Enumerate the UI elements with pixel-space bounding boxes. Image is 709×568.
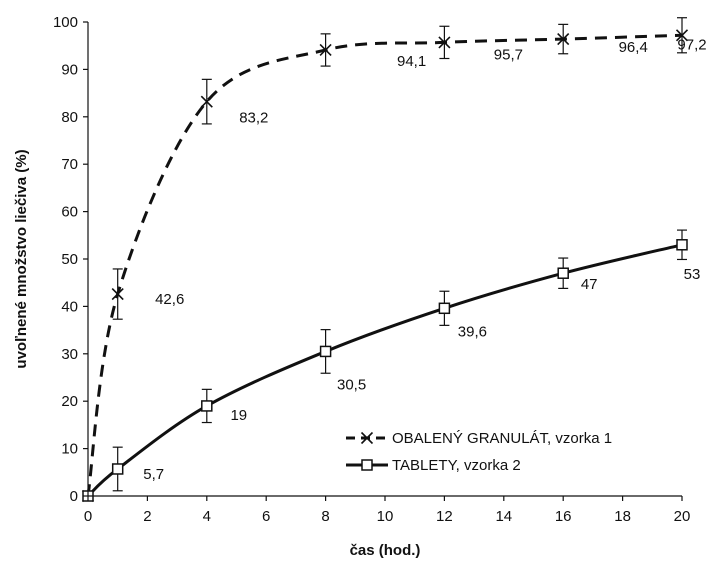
- data-point-tablety: [319, 345, 332, 358]
- data-label: 97,2: [677, 36, 706, 53]
- legend-x-marker: [360, 431, 374, 445]
- x-axis-title: čas (hod.): [350, 542, 421, 559]
- data-point-granulat: [675, 29, 689, 42]
- data-point-granulat: [438, 36, 451, 49]
- data-point-tablety: [676, 239, 688, 251]
- data-label: 94,1: [397, 53, 426, 70]
- series-markers: [81, 29, 689, 503]
- data-label: 39,6: [458, 323, 487, 340]
- y-tick-label: 80: [61, 109, 78, 126]
- legend-item-granulat: OBALENÝ GRANULÁT, vzorka 1: [346, 430, 612, 447]
- y-tick-label: 50: [61, 251, 78, 268]
- x-tick-label: 10: [377, 508, 394, 525]
- axis-ticks: 0 10 20 30 40 50 60 70 80 90 100 0 2 4 6 8 10 12 14 16 18 20: [53, 14, 690, 525]
- legend: OBALENÝ GRANULÁT, vzorka 1 TABLETY, vzor…: [346, 430, 612, 474]
- legend-item-tablety: TABLETY, vzorka 2: [346, 457, 521, 474]
- data-point-tablety: [111, 463, 124, 475]
- data-label: 47: [581, 276, 598, 293]
- y-tick-label: 20: [61, 393, 78, 410]
- data-label: 30,5: [337, 376, 366, 393]
- data-point-granulat: [111, 288, 124, 301]
- data-label: 83,2: [239, 110, 268, 127]
- y-tick-label: 40: [61, 298, 78, 315]
- y-tick-label: 70: [61, 156, 78, 173]
- data-point-tablety: [557, 267, 569, 279]
- legend-label-granulat: OBALENÝ GRANULÁT, vzorka 1: [392, 430, 612, 447]
- data-label: 95,7: [494, 46, 523, 63]
- y-tick-label: 0: [70, 488, 78, 505]
- y-tick-label: 60: [61, 204, 78, 221]
- legend-marker-tablety: [361, 459, 373, 471]
- error-bars: [112, 17, 687, 492]
- y-tick-label: 90: [61, 61, 78, 78]
- x-tick-label: 6: [262, 508, 270, 525]
- x-tick-label: 20: [674, 508, 691, 525]
- x-tick-label: 4: [203, 508, 211, 525]
- y-axis-title: uvoľnené množstvo liečiva (%): [13, 149, 30, 368]
- x-tick-label: 2: [143, 508, 151, 525]
- y-tick-label: 10: [61, 441, 78, 458]
- x-tick-label: 0: [84, 508, 92, 525]
- data-point-granulat: [200, 95, 213, 108]
- data-point-tablety: [201, 400, 213, 412]
- data-point-granulat: [319, 43, 332, 57]
- data-point-tablety: [438, 302, 451, 315]
- y-tick-label: 100: [53, 14, 78, 31]
- data-point-granulat: [557, 32, 570, 46]
- data-label: 5,7: [143, 466, 164, 483]
- y-tick-label: 30: [61, 346, 78, 363]
- data-labels: 42,6 83,2 94,1 95,7 96,4 97,2 5,7 19 30,5 39,6 47 5…: [143, 36, 706, 483]
- data-label: 19: [230, 407, 247, 424]
- x-tick-label: 16: [555, 508, 572, 525]
- x-tick-label: 8: [321, 508, 329, 525]
- legend-label-tablety: TABLETY, vzorka 2: [392, 457, 521, 474]
- x-tick-label: 14: [495, 508, 512, 525]
- data-label: 53: [684, 266, 701, 283]
- data-label: 42,6: [155, 291, 184, 308]
- series-line-granulat: [86, 33, 683, 497]
- series-curves: [86, 33, 683, 498]
- x-tick-label: 12: [436, 508, 453, 525]
- data-label: 96,4: [619, 39, 648, 56]
- x-tick-label: 18: [614, 508, 631, 525]
- legend-square-marker: [361, 459, 373, 471]
- legend-marker-granulat: [360, 431, 374, 445]
